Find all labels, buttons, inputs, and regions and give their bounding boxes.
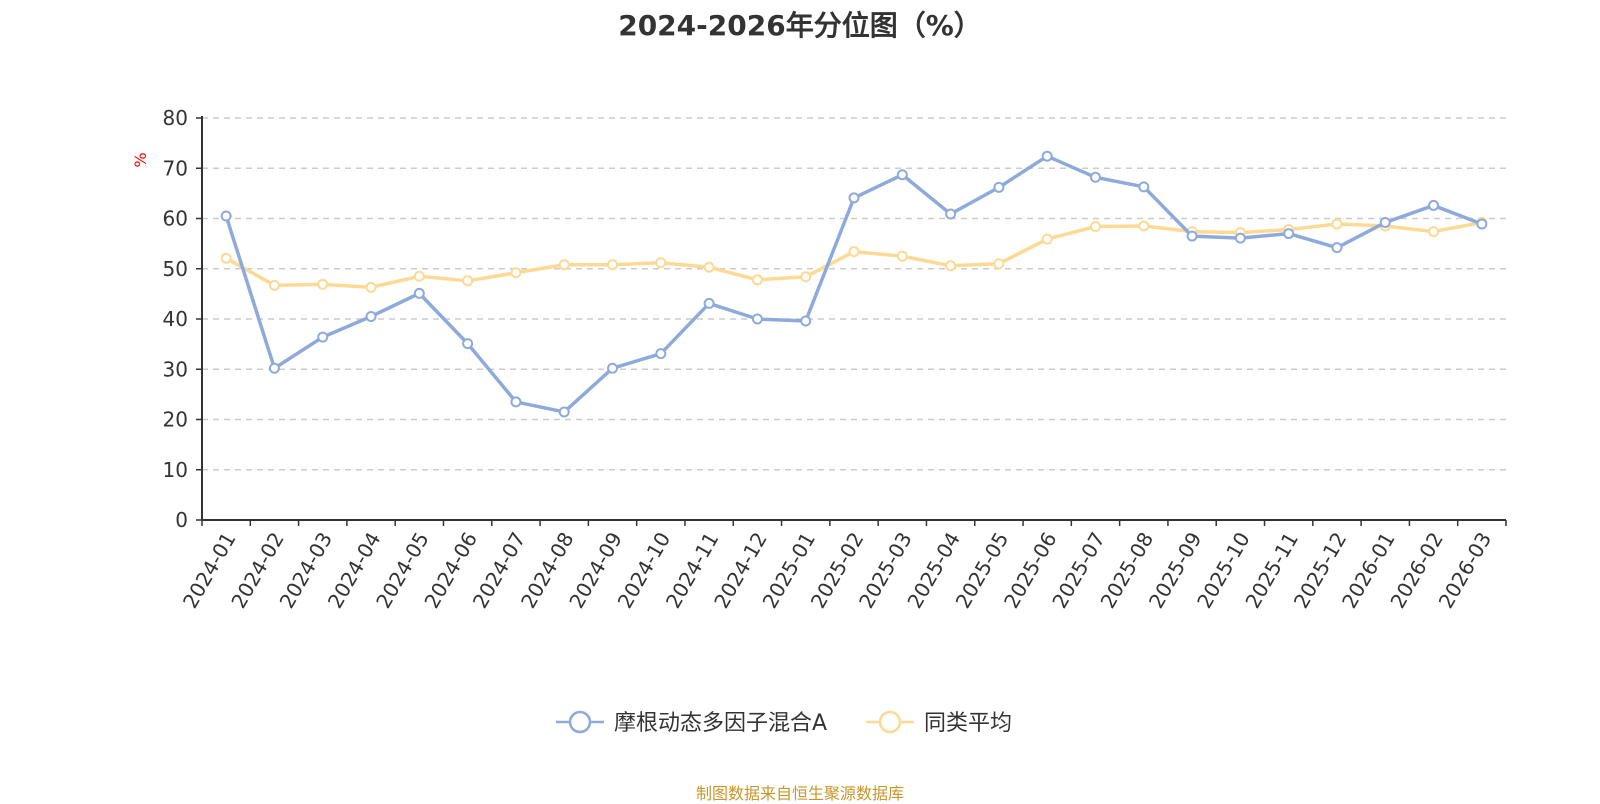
y-tick-label: 20 (163, 408, 188, 432)
data-point (1476, 218, 1488, 230)
legend-item-0[interactable]: 摩根动态多因子混合A (556, 710, 827, 736)
data-point (1089, 171, 1101, 183)
data-point (896, 250, 908, 262)
data-point (655, 257, 667, 269)
data-point (1186, 230, 1198, 242)
legend-label: 摩根动态多因子混合A (614, 711, 827, 736)
data-point (751, 274, 763, 286)
data-point (462, 338, 474, 350)
y-tick-label: 40 (163, 307, 188, 331)
y-tick-label: 10 (163, 458, 188, 482)
data-point (1428, 199, 1440, 211)
data-point (751, 313, 763, 325)
source-note: 制图数据来自恒生聚源数据库 (695, 784, 904, 803)
data-point (1234, 232, 1246, 244)
data-point (413, 287, 425, 299)
y-axis-unit-label: % (131, 152, 150, 167)
data-point (558, 259, 570, 271)
data-point (1331, 242, 1343, 254)
y-tick-label: 60 (163, 207, 188, 231)
data-point (607, 259, 619, 271)
data-point (848, 246, 860, 258)
data-point (1428, 226, 1440, 238)
data-point (317, 278, 329, 290)
series-1 (220, 217, 1488, 293)
data-point (1041, 150, 1053, 162)
data-point (268, 362, 280, 374)
data-point (607, 362, 619, 374)
data-point (945, 260, 957, 272)
legend-marker (878, 710, 902, 734)
data-point (220, 252, 232, 264)
series-lines (220, 150, 1488, 418)
legend-item-1[interactable]: 同类平均 (866, 710, 1012, 736)
y-tick-label: 30 (163, 357, 188, 381)
legend-marker (568, 710, 592, 734)
y-tick-label: 70 (163, 156, 188, 180)
data-point (655, 348, 667, 360)
y-tick-label: 80 (163, 106, 188, 130)
data-point (703, 297, 715, 309)
legend[interactable]: 摩根动态多因子混合A 同类平均 (556, 710, 1012, 736)
legend-label: 同类平均 (924, 711, 1012, 736)
x-axis-ticks: 2024-012024-022024-032024-042024-052024-… (178, 520, 1507, 612)
data-point (1379, 217, 1391, 229)
series-0 (220, 150, 1488, 418)
data-point (848, 192, 860, 204)
data-point (510, 267, 522, 279)
data-point (462, 275, 474, 287)
data-point (1138, 181, 1150, 193)
data-point (945, 208, 957, 220)
data-point (1283, 228, 1295, 240)
data-point (558, 406, 570, 418)
data-point (365, 310, 377, 322)
data-point (800, 315, 812, 327)
data-point (268, 279, 280, 291)
axes (201, 116, 1506, 521)
data-point (510, 396, 522, 408)
data-point (1089, 221, 1101, 233)
data-point (896, 169, 908, 181)
data-point (993, 181, 1005, 193)
data-point (1041, 233, 1053, 245)
data-point (413, 270, 425, 282)
data-point (800, 271, 812, 283)
y-tick-label: 0 (175, 508, 188, 532)
y-tick-label: 50 (163, 257, 188, 281)
data-point (317, 331, 329, 343)
data-point (365, 281, 377, 293)
data-point (1331, 218, 1343, 230)
data-point (703, 261, 715, 273)
grid-lines (202, 117, 1506, 471)
data-point (993, 258, 1005, 270)
chart-title: 2024-2026年分位图（%） (618, 9, 982, 42)
data-point (220, 210, 232, 222)
y-axis-ticks: 0 10 20 30 40 50 60 70 80 (163, 106, 202, 532)
data-point (1138, 220, 1150, 232)
